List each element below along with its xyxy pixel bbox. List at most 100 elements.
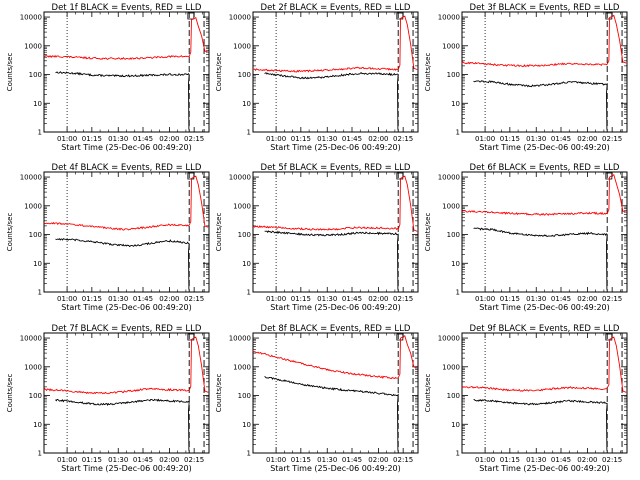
y-tick-label: 100 xyxy=(29,231,42,239)
x-axis-label: Start Time (25-Dec-06 00:49:20) xyxy=(479,464,610,473)
y-tick-label: 1000 xyxy=(24,363,42,371)
chart-panel-det-3f: Det 3f BLACK = Events, RED = LLD 1 10 100 10… xyxy=(424,3,628,152)
plot-frame xyxy=(461,11,628,133)
chart-panel-det-9f: Det 9f BLACK = Events, RED = LLD 1 10 100 10… xyxy=(424,324,628,473)
x-axis-label: Start Time (25-Dec-06 00:49:20) xyxy=(61,464,192,473)
chart-panel-det-1f: Det 1f BLACK = Events, RED = LLD 1 10 100 10… xyxy=(6,3,210,152)
x-tick-label: 02:00 xyxy=(577,456,597,464)
x-tick-label: 01:00 xyxy=(57,295,77,303)
events-series-line xyxy=(473,80,608,130)
x-tick-label: 01:30 xyxy=(317,135,337,143)
y-axis-label: Counts/sec xyxy=(424,213,432,252)
chart-title: Det 5f BLACK = Events, RED = LLD xyxy=(261,163,411,173)
chart-title: Det 6f BLACK = Events, RED = LLD xyxy=(470,163,620,173)
marker-box xyxy=(396,172,404,180)
x-tick-label: 01:45 xyxy=(342,295,362,303)
y-axis-label: Counts/sec xyxy=(215,374,223,413)
x-tick-label: 01:00 xyxy=(57,456,77,464)
lld-series-line xyxy=(252,175,418,232)
plot-frame xyxy=(461,332,628,454)
marker-box xyxy=(396,12,404,20)
y-tick-label: 1000 xyxy=(442,202,460,210)
y-tick-label: 10000 xyxy=(438,335,460,343)
y-tick-label: 1 xyxy=(456,129,460,137)
x-tick-label: 01:00 xyxy=(475,135,495,143)
x-tick-label: 02:15 xyxy=(393,295,413,303)
lld-series-line xyxy=(43,336,209,395)
x-axis-label: Start Time (25-Dec-06 00:49:20) xyxy=(270,464,401,473)
x-tick-label: 01:15 xyxy=(291,456,311,464)
x-tick-label: 02:15 xyxy=(602,135,622,143)
y-tick-label: 10 xyxy=(33,260,42,268)
plot-frame xyxy=(252,332,419,454)
x-axis-label: Start Time (25-Dec-06 00:49:20) xyxy=(270,143,401,152)
y-tick-label: 100 xyxy=(238,231,251,239)
x-tick-label: 01:30 xyxy=(108,456,128,464)
y-tick-label: 1 xyxy=(456,289,460,297)
y-tick-label: 1 xyxy=(38,129,42,137)
y-tick-label: 10 xyxy=(451,100,460,108)
x-tick-label: 01:15 xyxy=(500,295,520,303)
lld-series-line xyxy=(252,335,418,380)
y-tick-label: 10 xyxy=(242,421,251,429)
x-tick-label: 01:15 xyxy=(82,456,102,464)
y-axis-label: Counts/sec xyxy=(6,374,14,413)
x-axis-label: Start Time (25-Dec-06 00:49:20) xyxy=(270,303,401,312)
x-tick-label: 01:30 xyxy=(526,456,546,464)
plot-frame xyxy=(252,11,419,133)
y-tick-label: 1000 xyxy=(233,202,251,210)
y-tick-label: 10000 xyxy=(20,14,42,22)
y-tick-label: 1000 xyxy=(24,42,42,50)
chart-title: Det 1f BLACK = Events, RED = LLD xyxy=(52,3,202,13)
x-tick-label: 02:15 xyxy=(602,456,622,464)
x-tick-label: 02:15 xyxy=(393,135,413,143)
x-tick-label: 01:15 xyxy=(500,456,520,464)
x-axis-label: Start Time (25-Dec-06 00:49:20) xyxy=(61,143,192,152)
y-axis-label: Counts/sec xyxy=(215,53,223,92)
marker-box xyxy=(187,333,195,341)
y-tick-label: 1 xyxy=(456,450,460,458)
events-series-line xyxy=(55,238,190,290)
y-axis-label: Counts/sec xyxy=(6,213,14,252)
x-tick-label: 01:45 xyxy=(551,135,571,143)
y-tick-label: 1000 xyxy=(24,202,42,210)
x-tick-label: 02:15 xyxy=(602,295,622,303)
chart-panel-det-8f: Det 8f BLACK = Events, RED = LLD 1 10 100 10… xyxy=(215,324,419,473)
x-tick-label: 02:00 xyxy=(368,295,388,303)
y-tick-label: 10 xyxy=(33,100,42,108)
events-series-line xyxy=(264,376,399,451)
chart-panel-det-7f: Det 7f BLACK = Events, RED = LLD 1 10 100 10… xyxy=(6,324,210,473)
y-tick-label: 1 xyxy=(38,450,42,458)
x-tick-label: 01:45 xyxy=(133,135,153,143)
chart-title: Det 7f BLACK = Events, RED = LLD xyxy=(52,324,202,334)
lld-series-line xyxy=(461,336,627,393)
marker-box xyxy=(187,172,195,180)
x-tick-label: 02:15 xyxy=(393,456,413,464)
x-tick-label: 01:45 xyxy=(133,456,153,464)
y-tick-label: 1000 xyxy=(233,42,251,50)
plot-frame xyxy=(43,171,210,293)
y-tick-label: 1000 xyxy=(233,363,251,371)
chart-title: Det 9f BLACK = Events, RED = LLD xyxy=(470,324,620,334)
x-tick-label: 01:00 xyxy=(475,456,495,464)
y-tick-label: 10 xyxy=(451,260,460,268)
x-tick-label: 02:15 xyxy=(184,135,204,143)
y-tick-label: 100 xyxy=(238,392,251,400)
chart-panel-det-5f: Det 5f BLACK = Events, RED = LLD 1 10 100 10… xyxy=(215,163,419,312)
x-tick-label: 01:00 xyxy=(57,135,77,143)
events-series-line xyxy=(473,399,608,451)
y-axis-label: Counts/sec xyxy=(424,53,432,92)
y-axis-label: Counts/sec xyxy=(424,374,432,413)
lld-series-line xyxy=(43,175,209,231)
x-tick-label: 01:45 xyxy=(551,456,571,464)
x-tick-label: 02:00 xyxy=(577,295,597,303)
events-series-line xyxy=(55,398,190,451)
y-tick-label: 100 xyxy=(29,392,42,400)
x-tick-label: 02:00 xyxy=(368,456,388,464)
y-tick-label: 1 xyxy=(247,129,251,137)
x-tick-label: 01:30 xyxy=(526,135,546,143)
marker-box xyxy=(605,333,613,341)
y-tick-label: 1000 xyxy=(442,363,460,371)
y-tick-label: 100 xyxy=(29,71,42,79)
marker-box xyxy=(187,12,195,20)
